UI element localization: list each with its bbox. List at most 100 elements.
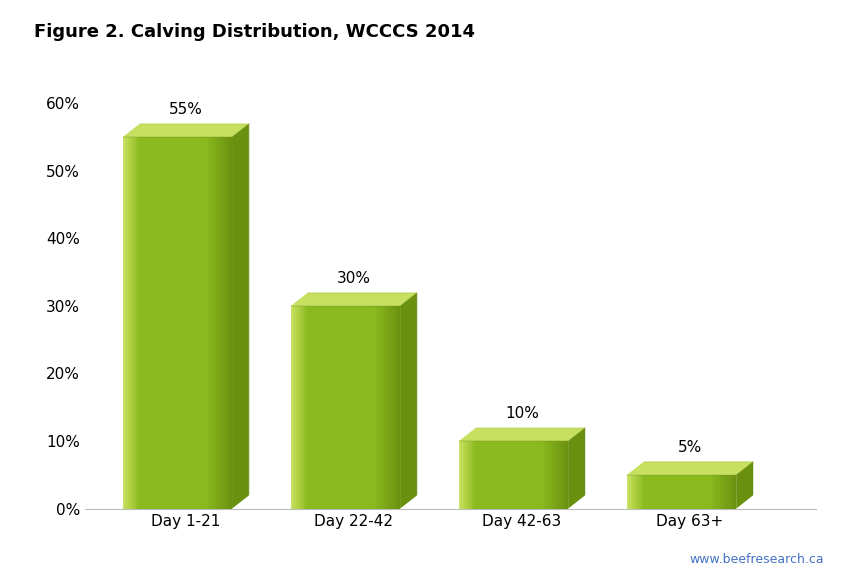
Bar bbox=[348, 306, 349, 509]
Bar bbox=[547, 441, 548, 509]
Bar bbox=[144, 137, 146, 509]
Bar bbox=[667, 475, 669, 509]
Bar bbox=[496, 441, 497, 509]
Bar bbox=[183, 137, 184, 509]
Bar bbox=[691, 475, 693, 509]
Polygon shape bbox=[122, 124, 249, 137]
Bar bbox=[563, 441, 564, 509]
Bar bbox=[473, 441, 475, 509]
Bar bbox=[332, 306, 335, 509]
Bar bbox=[300, 306, 302, 509]
Bar bbox=[229, 137, 230, 509]
Bar bbox=[468, 441, 470, 509]
Bar bbox=[636, 475, 638, 509]
Bar bbox=[536, 441, 537, 509]
Bar bbox=[718, 475, 720, 509]
Bar bbox=[197, 137, 199, 509]
Bar bbox=[640, 475, 642, 509]
Polygon shape bbox=[568, 428, 585, 509]
Bar bbox=[382, 306, 383, 509]
Bar bbox=[178, 137, 179, 509]
Bar bbox=[214, 137, 216, 509]
Bar bbox=[223, 137, 224, 509]
Bar bbox=[326, 306, 327, 509]
Bar bbox=[139, 137, 141, 509]
Bar bbox=[694, 475, 696, 509]
Bar bbox=[190, 137, 192, 509]
Bar bbox=[122, 137, 125, 509]
Bar bbox=[459, 441, 461, 509]
Bar bbox=[561, 441, 563, 509]
Polygon shape bbox=[627, 462, 753, 475]
Bar bbox=[367, 306, 369, 509]
Bar bbox=[364, 306, 366, 509]
Bar bbox=[181, 137, 183, 509]
Bar bbox=[507, 441, 508, 509]
Bar bbox=[559, 441, 561, 509]
Bar bbox=[532, 441, 534, 509]
Bar bbox=[494, 441, 496, 509]
Polygon shape bbox=[736, 462, 753, 509]
Bar bbox=[394, 306, 396, 509]
Bar bbox=[396, 306, 399, 509]
Bar bbox=[521, 441, 523, 509]
Bar bbox=[660, 475, 661, 509]
Bar bbox=[537, 441, 539, 509]
Polygon shape bbox=[232, 124, 249, 509]
Bar bbox=[475, 441, 477, 509]
Bar bbox=[146, 137, 148, 509]
Bar bbox=[378, 306, 380, 509]
Bar bbox=[324, 306, 326, 509]
Bar bbox=[150, 137, 152, 509]
Bar bbox=[472, 441, 473, 509]
Bar bbox=[682, 475, 683, 509]
Bar bbox=[696, 475, 698, 509]
Bar bbox=[539, 441, 541, 509]
Bar bbox=[302, 306, 303, 509]
Bar bbox=[666, 475, 667, 509]
Bar bbox=[513, 441, 515, 509]
Bar bbox=[678, 475, 680, 509]
Bar bbox=[399, 306, 400, 509]
Bar bbox=[709, 475, 711, 509]
Bar bbox=[701, 475, 704, 509]
Bar bbox=[499, 441, 501, 509]
Bar bbox=[199, 137, 201, 509]
Bar bbox=[497, 441, 499, 509]
Bar bbox=[313, 306, 314, 509]
Bar bbox=[194, 137, 196, 509]
Bar bbox=[156, 137, 157, 509]
Bar bbox=[393, 306, 394, 509]
Bar bbox=[316, 306, 318, 509]
Bar bbox=[524, 441, 526, 509]
Bar bbox=[127, 137, 128, 509]
Bar bbox=[138, 137, 139, 509]
Bar bbox=[638, 475, 640, 509]
Bar bbox=[130, 137, 132, 509]
Polygon shape bbox=[400, 292, 416, 509]
Bar bbox=[656, 475, 658, 509]
Bar bbox=[309, 306, 311, 509]
Bar bbox=[322, 306, 324, 509]
Bar bbox=[731, 475, 733, 509]
Bar bbox=[729, 475, 731, 509]
Bar bbox=[210, 137, 212, 509]
Bar bbox=[360, 306, 362, 509]
Bar bbox=[176, 137, 178, 509]
Bar bbox=[552, 441, 553, 509]
Bar bbox=[218, 137, 219, 509]
Bar bbox=[541, 441, 542, 509]
Polygon shape bbox=[459, 428, 585, 441]
Bar bbox=[515, 441, 517, 509]
Bar bbox=[389, 306, 391, 509]
Bar bbox=[508, 441, 510, 509]
Bar bbox=[477, 441, 479, 509]
Bar bbox=[291, 306, 292, 509]
Bar bbox=[484, 441, 486, 509]
Bar bbox=[519, 441, 521, 509]
Bar bbox=[141, 137, 143, 509]
Bar bbox=[343, 306, 345, 509]
Bar bbox=[201, 137, 203, 509]
Bar bbox=[342, 306, 343, 509]
Bar bbox=[318, 306, 320, 509]
